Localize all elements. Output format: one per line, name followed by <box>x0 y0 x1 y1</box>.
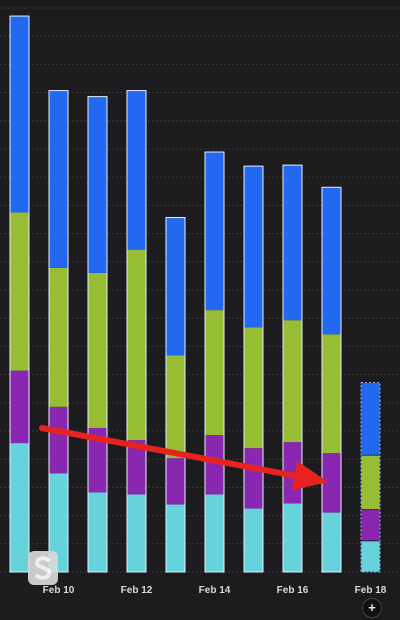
bar-stack[interactable] <box>360 382 381 573</box>
bar-segment[interactable] <box>166 504 185 572</box>
bar-stack[interactable] <box>48 90 69 573</box>
bar-segment[interactable] <box>244 508 263 572</box>
x-tick-label: Feb 12 <box>121 585 153 596</box>
bar-segment[interactable] <box>127 90 146 250</box>
bar-segment[interactable] <box>49 473 68 572</box>
bar-segment[interactable] <box>244 166 263 328</box>
bar-segment[interactable] <box>322 453 341 513</box>
bar-segment[interactable] <box>10 370 29 444</box>
bar-outline <box>165 216 186 573</box>
bar-segment[interactable] <box>49 406 68 474</box>
arrow-annotation-head <box>291 460 328 491</box>
bar-segment[interactable] <box>88 272 107 428</box>
x-tick-label: Feb 14 <box>199 585 231 596</box>
bar-segment[interactable] <box>166 458 185 505</box>
x-tick-label: Feb 16 <box>277 585 309 596</box>
bar-segment[interactable] <box>322 334 341 454</box>
bar-segment[interactable] <box>88 427 107 493</box>
bar-stack[interactable] <box>243 165 264 573</box>
bar-stack[interactable] <box>282 164 303 573</box>
add-button[interactable]: + <box>362 598 382 618</box>
bar-outline <box>9 15 30 573</box>
bar-segment[interactable] <box>283 165 302 321</box>
bar-stack[interactable] <box>9 15 30 573</box>
bar-segment[interactable] <box>360 540 381 573</box>
bar-segment[interactable] <box>127 440 146 495</box>
bar-stack[interactable] <box>126 90 147 573</box>
bar-segment[interactable] <box>360 509 381 542</box>
bar-segment[interactable] <box>49 267 68 407</box>
bar-segment[interactable] <box>127 494 146 572</box>
bar-outline <box>360 382 381 573</box>
bar-segment[interactable] <box>166 217 185 356</box>
bar-segment[interactable] <box>10 443 29 572</box>
bar-segment[interactable] <box>205 494 224 572</box>
bar-segment[interactable] <box>360 454 381 511</box>
bar-segment[interactable] <box>166 355 185 459</box>
bar-outline <box>126 90 147 573</box>
bar-segment[interactable] <box>244 327 263 449</box>
x-tick-label: Feb 10 <box>43 585 75 596</box>
bar-segment[interactable] <box>205 435 224 495</box>
bar-segment[interactable] <box>244 448 263 509</box>
bar-segment[interactable] <box>10 212 29 371</box>
bar-stack[interactable] <box>204 151 225 573</box>
snagit-logo-icon <box>28 551 58 585</box>
bar-segment[interactable] <box>88 492 107 572</box>
bar-outline <box>282 164 303 573</box>
x-tick-label: Feb 18 <box>355 585 387 596</box>
bar-segment[interactable] <box>205 152 224 311</box>
bar-stack[interactable] <box>87 96 108 573</box>
bar-segment[interactable] <box>283 503 302 572</box>
arrow-annotation-shaft <box>39 425 298 479</box>
bar-outline <box>87 96 108 573</box>
bar-stack[interactable] <box>165 216 186 573</box>
bar-segment[interactable] <box>360 382 381 456</box>
bar-segment[interactable] <box>322 512 341 572</box>
bar-outline <box>243 165 264 573</box>
bar-segment[interactable] <box>205 310 224 436</box>
bar-outline <box>204 151 225 573</box>
bar-stack[interactable] <box>321 186 342 573</box>
bar-outline <box>321 186 342 573</box>
bar-segment[interactable] <box>10 16 29 213</box>
bar-segment[interactable] <box>127 249 146 441</box>
bar-segment[interactable] <box>88 96 107 273</box>
bar-segment[interactable] <box>49 90 68 268</box>
bar-outline <box>48 90 69 573</box>
bar-segment[interactable] <box>283 320 302 443</box>
bar-segment[interactable] <box>322 187 341 335</box>
